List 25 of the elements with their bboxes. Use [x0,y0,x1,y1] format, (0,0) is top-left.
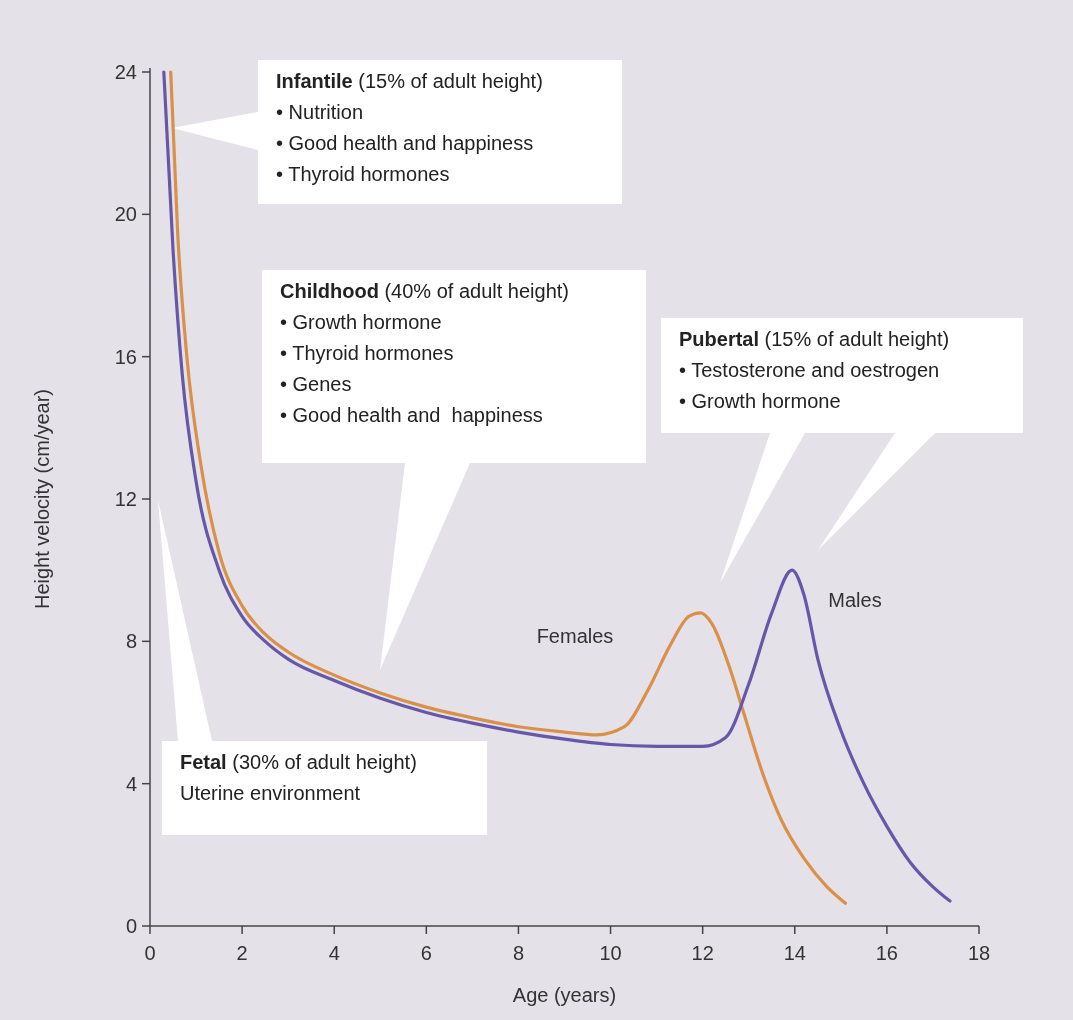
y-tick-label: 20 [114,203,137,226]
annotation: Fetal (30% of adult height) Uterine environment [180,751,417,804]
y-tick-label: 12 [114,488,137,510]
y-tick-label: 16 [114,345,137,368]
text: Females [536,625,614,647]
y-tick-label: 4 [125,772,137,795]
y-tick-label: 0 [125,915,137,937]
x-tick-label: 4 [328,942,340,964]
annotation: Infantile (15% of adult height) • Nutrition • Good health and happiness • Thyroid hormones [276,70,543,185]
y-axis-title: Height velocity (cm/year) [31,388,53,610]
annotation: Childhood (40% of adult height) • Growth hormone • Thyroid hormones • Genes • Good health and happiness [280,280,569,426]
annotation: Pubertal (15% of adult height) • Testosterone and oestrogen • Growth hormone [679,328,950,412]
x-tick-label: 18 [967,942,991,964]
y-tick-label: 8 [125,630,137,653]
y-tick-label: 24 [114,61,137,83]
x-tick-label: 16 [875,942,899,964]
x-tick-label: 0 [144,942,156,964]
x-axis-title: Age (years) [512,984,617,1006]
x-tick-label: 2 [236,942,248,964]
x-tick-label: 6 [420,942,432,964]
x-tick-label: 10 [599,942,622,964]
x-tick-label: 14 [783,942,806,964]
x-tick-label: 8 [512,942,525,964]
x-tick-label: 12 [691,942,714,964]
series-label: Males [828,589,882,611]
